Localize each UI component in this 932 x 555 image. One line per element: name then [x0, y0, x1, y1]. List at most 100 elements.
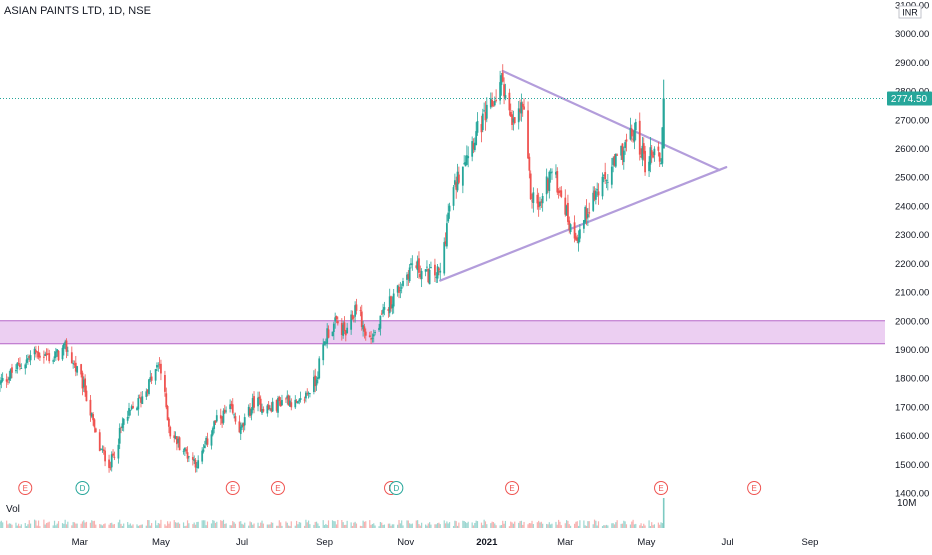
volume-bar — [426, 525, 428, 528]
last-price-badge — [887, 91, 932, 106]
volume-label: Vol — [6, 504, 20, 515]
volume-bar — [632, 519, 634, 528]
volume-bar — [131, 525, 133, 528]
event-marker-letter: E — [751, 484, 756, 493]
candle-body — [455, 182, 458, 190]
candle-body — [44, 354, 47, 357]
volume-bar — [407, 520, 409, 528]
candle-body — [344, 330, 347, 336]
candle-body — [247, 406, 250, 416]
price-tick-label: 1800.00 — [895, 374, 929, 385]
volume-bar — [333, 521, 335, 528]
volume-bar — [494, 523, 496, 528]
volume-bar — [224, 523, 226, 528]
volume-bar — [624, 521, 626, 528]
candle-body — [46, 353, 49, 355]
candle-body — [275, 399, 278, 411]
volume-bar — [472, 525, 475, 528]
volume-bar — [221, 521, 223, 528]
candle-body — [289, 400, 291, 407]
candle-body — [145, 391, 148, 397]
volume-bar — [19, 526, 21, 528]
volume-bar — [341, 520, 343, 528]
volume-bar — [659, 524, 661, 528]
candle-body — [5, 379, 8, 382]
candle-body — [652, 155, 654, 158]
volume-bar — [216, 521, 218, 528]
volume-bar — [206, 521, 209, 528]
candle-body — [445, 223, 448, 247]
volume-bar — [446, 521, 448, 528]
candle-body — [269, 408, 271, 410]
volume-bar — [327, 520, 330, 528]
candle-body — [156, 365, 158, 368]
candle-body — [53, 356, 56, 359]
candle-body — [165, 393, 168, 408]
volume-bar — [399, 523, 401, 528]
volume-bar — [623, 520, 625, 528]
volume-bar — [621, 523, 624, 528]
candle-body — [120, 427, 122, 429]
candle-body — [158, 364, 161, 366]
candle-body — [219, 415, 222, 419]
candle-body — [584, 207, 587, 223]
volume-bar — [26, 526, 28, 528]
volume-bar — [467, 521, 469, 528]
candle-body — [500, 75, 503, 85]
volume-bar — [45, 522, 48, 528]
price-tick-label: 3000.00 — [895, 29, 929, 40]
candle-body — [266, 405, 269, 414]
volume-bar — [603, 525, 605, 528]
volume-bar — [75, 523, 77, 528]
volume-bar — [482, 525, 484, 528]
candle-body — [164, 375, 166, 392]
volume-bar — [337, 519, 339, 528]
volume-bar — [238, 521, 241, 528]
volume-bar — [286, 522, 288, 528]
candle-body — [585, 208, 588, 219]
candle-body — [253, 396, 255, 408]
candle-body — [327, 329, 330, 338]
candle-body — [555, 171, 557, 175]
volume-bar — [615, 522, 617, 528]
volume-bar — [220, 520, 222, 528]
event-marker-circle — [270, 481, 285, 495]
volume-bar — [289, 526, 291, 528]
candle-body — [527, 110, 529, 159]
candle-body — [295, 401, 298, 403]
volume-bar — [611, 523, 613, 528]
candle-body — [495, 100, 498, 101]
volume-bar — [303, 525, 306, 528]
time-tick-label: 2021 — [476, 537, 498, 548]
volume-bar — [323, 525, 326, 528]
volume-bar — [325, 523, 327, 528]
volume-bar — [531, 520, 533, 528]
volume-bar — [0, 520, 2, 528]
volume-bar — [604, 525, 606, 528]
candle-body — [540, 201, 543, 203]
volume-bar — [56, 523, 58, 528]
volume-bar — [411, 523, 413, 528]
time-tick-label: Jul — [721, 537, 733, 548]
volume-bar — [629, 524, 632, 528]
volume-bar — [248, 525, 250, 528]
candle-body — [592, 192, 595, 211]
time-tick-label: May — [152, 537, 170, 548]
candle-body — [350, 314, 353, 330]
volume-bar — [108, 524, 110, 528]
volume-bar — [381, 522, 383, 528]
candle-body — [613, 155, 616, 166]
volume-bar — [117, 522, 119, 528]
volume-bar — [205, 525, 207, 528]
candle-body — [231, 404, 234, 413]
volume-bar — [296, 520, 298, 528]
candle-body — [149, 377, 152, 380]
volume-bar — [182, 522, 185, 528]
volume-bar — [587, 521, 589, 528]
volume-bar — [648, 520, 650, 528]
volume-bar — [480, 522, 483, 528]
volume-bar — [452, 525, 455, 528]
volume-bar — [564, 523, 566, 528]
